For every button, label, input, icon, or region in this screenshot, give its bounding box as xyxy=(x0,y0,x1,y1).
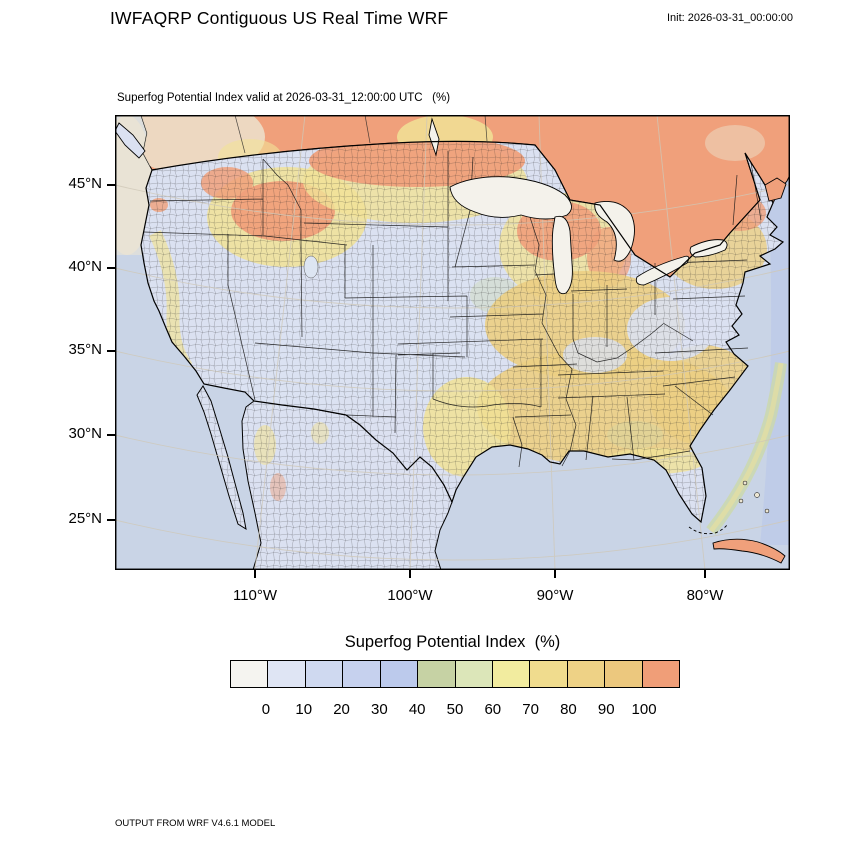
colorbar-tick-label: 50 xyxy=(446,701,464,718)
colorbar-cell xyxy=(342,661,380,687)
x-axis-label: 90°W xyxy=(536,587,574,604)
colorbar-cell xyxy=(379,661,418,687)
y-axis-label: 40°N xyxy=(68,258,102,275)
colorbar-tick-labels: 0 10 20 30 40 50 60 70 80 90 100 xyxy=(247,701,663,718)
y-axis-label: 30°N xyxy=(68,425,102,442)
model-info-footer: OUTPUT FROM WRF V4.6.1 MODEL WE = 580 ; … xyxy=(115,793,489,850)
legend-title: Superfog Potential Index (%) xyxy=(344,633,561,651)
init-timestamp: Init: 2026-03-31_00:00:00 xyxy=(667,12,793,24)
colorbar-cell xyxy=(417,661,455,687)
map-frame xyxy=(115,115,790,570)
x-axis-tick xyxy=(554,570,556,578)
state-borders xyxy=(143,151,762,468)
islands xyxy=(115,122,787,564)
colorbar-tick-label: 10 xyxy=(295,701,313,718)
colorbar-tick-label: 30 xyxy=(371,701,388,718)
colorbar-tick-label: 90 xyxy=(597,701,615,718)
bahamas-island xyxy=(764,508,770,514)
great-lakes xyxy=(303,117,728,295)
colorbar-tick-label: 60 xyxy=(484,701,502,718)
x-axis-tick xyxy=(254,570,256,578)
colorbar-cell xyxy=(641,661,680,687)
colorbar xyxy=(230,660,680,688)
map-subtitle: Superfog Potential Index valid at 2026-0… xyxy=(117,92,451,104)
colorbar-tick-label: 100 xyxy=(631,701,657,718)
colorbar-tick-label: 20 xyxy=(333,701,350,718)
lake-huron xyxy=(594,200,635,262)
x-axis-label: 110°W xyxy=(232,587,278,604)
colorbar-cell xyxy=(604,661,642,687)
y-axis-label: 45°N xyxy=(68,175,102,192)
colorbar-cell xyxy=(304,661,343,687)
y-axis-tick xyxy=(107,267,115,269)
colorbar-cell xyxy=(267,661,305,687)
colorbar-cell xyxy=(529,661,567,687)
province-borders xyxy=(234,115,488,154)
x-axis-tick xyxy=(409,570,411,578)
spi-field-overlay xyxy=(141,141,783,570)
colorbar-tick-label: 70 xyxy=(522,701,539,718)
colorbar-tick-label: 0 xyxy=(261,701,271,718)
colorbar-cell xyxy=(454,661,492,687)
us-coastline xyxy=(140,140,785,524)
colorbar-cell xyxy=(491,661,530,687)
footer-line1: OUTPUT FROM WRF V4.6.1 MODEL xyxy=(115,818,276,829)
nova-scotia xyxy=(764,177,787,202)
vancouver-island xyxy=(115,122,146,159)
y-axis-tick xyxy=(107,519,115,521)
colorbar-cell xyxy=(231,661,268,687)
colorbar-tick-label: 80 xyxy=(560,701,577,718)
y-axis-label: 25°N xyxy=(68,510,102,527)
y-axis-tick xyxy=(107,350,115,352)
y-axis-tick xyxy=(107,184,115,186)
lake-erie xyxy=(635,255,690,286)
x-axis-tick xyxy=(704,570,706,578)
page-title: IWFAQRP Contiguous US Real Time WRF xyxy=(110,8,449,28)
lake-winnipeg xyxy=(428,117,440,157)
lake-superior xyxy=(449,176,572,220)
x-axis-label: 80°W xyxy=(686,587,724,604)
ocean-color-patches xyxy=(115,115,790,545)
bahamas-island xyxy=(742,480,748,486)
y-axis-tick xyxy=(107,434,115,436)
colorbar-tick-label: 40 xyxy=(408,701,426,718)
cuba xyxy=(712,538,786,564)
x-axis-label: 100°W xyxy=(387,587,433,604)
great-salt-lake xyxy=(303,255,319,279)
bahamas-island xyxy=(738,498,744,504)
bahamas-island xyxy=(754,492,760,498)
florida-keys xyxy=(688,524,728,535)
map-plot-area xyxy=(115,115,790,570)
y-axis-label: 35°N xyxy=(68,341,102,358)
colorbar-cell xyxy=(566,661,605,687)
lake-michigan xyxy=(551,215,573,295)
